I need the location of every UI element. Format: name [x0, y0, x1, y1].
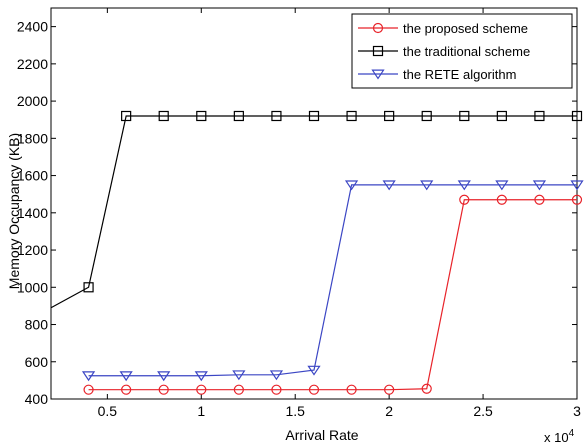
triangle-marker	[371, 69, 385, 80]
circle-marker	[534, 194, 545, 205]
triangle-marker	[157, 371, 171, 382]
x-tick-label: 1	[197, 403, 205, 419]
legend: the proposed scheme the traditional schem…	[351, 13, 573, 89]
triangle-marker	[457, 180, 471, 191]
square-marker	[384, 110, 395, 122]
y-tick-label: 1600	[17, 168, 48, 184]
series-1	[83, 194, 583, 395]
square-marker	[346, 110, 357, 122]
circle-marker	[496, 194, 507, 205]
legend-entry: the proposed scheme	[358, 21, 528, 36]
axes: 0.5 1 1.5 2 2.5 3 400 600 800 1000 1200 1400 1600 180…	[17, 8, 581, 419]
x-tick-label: 1.5	[285, 403, 305, 419]
circle-marker	[459, 194, 470, 205]
circle-marker	[384, 384, 395, 395]
square-marker	[372, 45, 384, 57]
series-line	[88, 199, 577, 391]
y-tick-label: 2000	[17, 93, 48, 109]
square-marker	[459, 110, 470, 122]
legend-entry: the RETE algorithm	[358, 67, 516, 82]
x-tick-label: 2	[385, 403, 393, 419]
y-tick-label: 2400	[17, 19, 48, 35]
circle-marker	[121, 384, 132, 395]
triangle-marker	[495, 180, 509, 191]
x-tick-label: 2.5	[473, 403, 493, 419]
series-3	[81, 180, 584, 382]
legend-label: the RETE algorithm	[403, 67, 516, 82]
y-tick-label: 600	[25, 354, 49, 370]
square-marker	[271, 110, 282, 122]
circle-marker	[83, 384, 94, 395]
triangle-marker	[194, 371, 208, 382]
circle-marker	[271, 384, 282, 395]
legend-label: the traditional scheme	[403, 44, 530, 59]
y-tick-label: 800	[25, 317, 49, 333]
y-axis-label: Memory Occupancy (KB)	[6, 133, 22, 289]
series-line	[50, 115, 577, 309]
square-marker	[421, 110, 432, 122]
series-2	[50, 110, 583, 309]
triangle-marker	[81, 371, 96, 382]
triangle-marker	[344, 180, 359, 191]
circle-marker	[196, 384, 207, 395]
circle-marker	[158, 384, 169, 395]
circle-marker	[346, 384, 357, 395]
square-marker	[121, 110, 132, 122]
x-tick-label: 3	[573, 403, 581, 419]
y-tick-label: 400	[25, 391, 49, 407]
y-tick-label: 1200	[17, 242, 48, 258]
circle-marker	[308, 384, 320, 395]
triangle-marker	[382, 180, 396, 191]
legend-entry: the traditional scheme	[358, 44, 530, 59]
triangle-marker	[307, 365, 321, 376]
y-tick-label: 2200	[17, 56, 48, 72]
x-axis-label: Arrival Rate	[285, 427, 358, 443]
circle-marker	[372, 22, 384, 34]
legend-label: the proposed scheme	[403, 21, 528, 36]
x-tick-label: 0.5	[98, 403, 118, 419]
triangle-marker	[269, 370, 284, 381]
triangle-marker	[119, 371, 133, 382]
x-axis-multiplier: x 104	[544, 428, 575, 445]
square-marker	[233, 110, 244, 122]
square-marker	[571, 110, 583, 122]
square-marker	[534, 110, 545, 122]
y-tick-label: 1400	[17, 205, 48, 221]
triangle-marker	[232, 370, 246, 381]
square-marker	[308, 110, 320, 122]
triangle-marker	[570, 180, 584, 191]
triangle-marker	[420, 180, 434, 191]
triangle-marker	[532, 180, 547, 191]
circle-marker	[421, 383, 432, 394]
series-line	[88, 184, 577, 377]
square-marker	[158, 110, 169, 122]
square-marker	[83, 282, 94, 293]
series-layer	[50, 110, 584, 395]
circle-marker	[571, 194, 583, 205]
y-tick-label: 1800	[17, 130, 48, 146]
y-tick-label: 1000	[17, 279, 48, 295]
square-marker	[496, 110, 507, 122]
square-marker	[196, 110, 207, 122]
circle-marker	[233, 384, 244, 395]
